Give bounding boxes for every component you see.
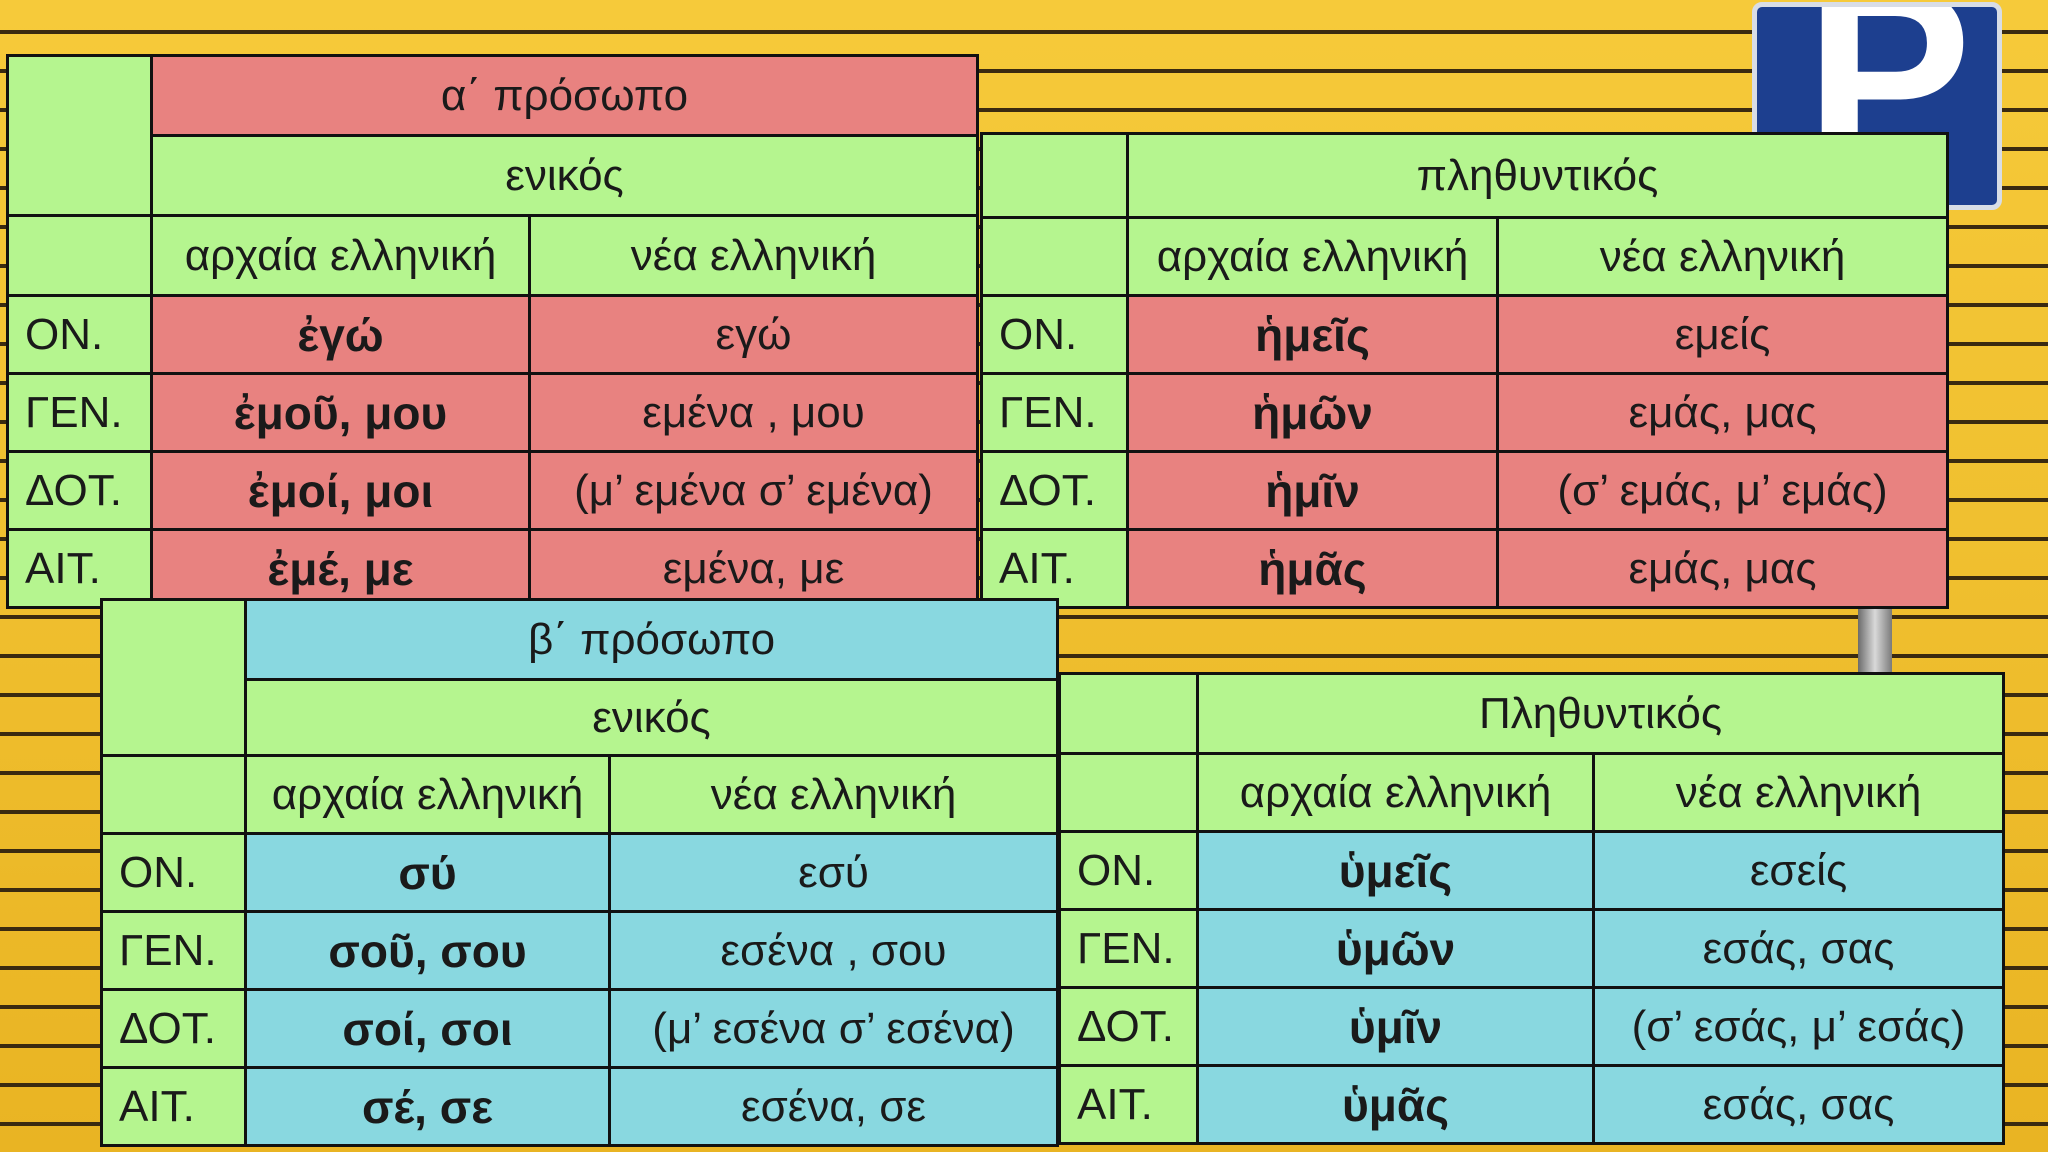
ancient-form: σοῦ, σου [244, 910, 611, 991]
modern-form: εσένα , σου [607, 910, 1060, 991]
case-label: ΔΟΤ. [1058, 986, 1199, 1067]
corner-cell [980, 132, 1129, 219]
case-label: ΔΟΤ. [6, 450, 153, 531]
table-row: ΔΟΤ. ἐμοί, μοι (μ’ εμένα σ’ εμένα) [6, 450, 980, 531]
corner-cell [100, 598, 247, 757]
table-row: ΟΝ. ἡμεῖς εμείς [980, 294, 1949, 375]
number-header-singular: ενικός [149, 134, 980, 217]
case-label: ΓΕΝ. [980, 372, 1129, 453]
corner-cell [1058, 752, 1199, 833]
modern-form: εμάς, μας [1496, 372, 1949, 453]
corner-cell [6, 54, 153, 217]
case-label: ΟΝ. [980, 294, 1129, 375]
case-label: ΟΝ. [1058, 830, 1199, 911]
modern-form: εμένα, με [527, 528, 980, 609]
ancient-form: ὑμᾶς [1196, 1064, 1595, 1145]
case-label: ΑΙΤ. [1058, 1064, 1199, 1145]
modern-form: εσύ [607, 832, 1060, 913]
table-row: ΔΟΤ. ἡμῖν (σ’ εμάς, μ’ εμάς) [980, 450, 1949, 531]
second-person-singular-table: β΄ πρόσωπο ενικός αρχαία ελληνική νέα ελ… [100, 598, 1060, 1147]
case-label: ΟΝ. [100, 832, 247, 913]
modern-form: (σ’ εμάς, μ’ εμάς) [1496, 450, 1949, 531]
col-header-modern: νέα ελληνική [1591, 752, 2006, 833]
table-row: ΑΙΤ. σέ, σε εσένα, σε [100, 1066, 1060, 1147]
table-row: ΔΟΤ. ὑμῖν (σ’ εσάς, μ’ εσάς) [1058, 986, 2006, 1067]
first-person-singular-table: α΄ πρόσωπο ενικός αρχαία ελληνική νέα ελ… [6, 54, 980, 609]
modern-form: (μ’ εσένα σ’ εσένα) [607, 988, 1060, 1069]
sign-pole [1858, 600, 1892, 680]
ancient-form: ὑμῶν [1196, 908, 1595, 989]
case-label: ΑΙΤ. [980, 528, 1129, 609]
table-row: ΓΕΝ. ἐμοῦ, μου εμένα , μου [6, 372, 980, 453]
ancient-form: ἡμεῖς [1126, 294, 1499, 375]
ancient-form: ἐμέ, με [150, 528, 531, 609]
modern-form: (σ’ εσάς, μ’ εσάς) [1591, 986, 2006, 1067]
ancient-form: ἐμοῦ, μου [150, 372, 531, 453]
col-header-modern: νέα ελληνική [607, 754, 1060, 835]
ancient-form: ἡμῶν [1126, 372, 1499, 453]
ancient-form: σοί, σοι [244, 988, 611, 1069]
case-label: ΑΙΤ. [6, 528, 153, 609]
person-title: α΄ πρόσωπο [149, 54, 980, 137]
col-header-modern: νέα ελληνική [1496, 216, 1949, 297]
ancient-form: ὑμεῖς [1196, 830, 1595, 911]
case-label: ΓΕΝ. [1058, 908, 1199, 989]
ancient-form: σύ [244, 832, 611, 913]
modern-form: εσένα, σε [607, 1066, 1060, 1147]
table-row: ΓΕΝ. ὑμῶν εσάς, σας [1058, 908, 2006, 989]
corner-cell [980, 216, 1129, 297]
case-label: ΟΝ. [6, 294, 153, 375]
case-label: ΔΟΤ. [980, 450, 1129, 531]
ancient-form: ἐγώ [150, 294, 531, 375]
table-row: ΟΝ. ὑμεῖς εσείς [1058, 830, 2006, 911]
col-header-modern: νέα ελληνική [527, 214, 980, 297]
modern-form: εμάς, μας [1496, 528, 1949, 609]
modern-form: εμείς [1496, 294, 1949, 375]
corner-cell [100, 754, 247, 835]
ancient-form: ἡμῖν [1126, 450, 1499, 531]
modern-form: εσάς, σας [1591, 908, 2006, 989]
second-person-plural-table: Πληθυντικός αρχαία ελληνική νέα ελληνική… [1058, 672, 2006, 1145]
case-label: ΔΟΤ. [100, 988, 247, 1069]
table-row: ΔΟΤ. σοί, σοι (μ’ εσένα σ’ εσένα) [100, 988, 1060, 1069]
table-row: ΓΕΝ. σοῦ, σου εσένα , σου [100, 910, 1060, 991]
ancient-form: ἐμοί, μοι [150, 450, 531, 531]
table-row: ΟΝ. ἐγώ εγώ [6, 294, 980, 375]
number-header-singular: ενικός [243, 678, 1060, 757]
table-row: ΑΙΤ. ἐμέ, με εμένα, με [6, 528, 980, 609]
case-label: ΓΕΝ. [100, 910, 247, 991]
table-row: ΟΝ. σύ εσύ [100, 832, 1060, 913]
col-header-ancient: αρχαία ελληνική [1196, 752, 1595, 833]
modern-form: (μ’ εμένα σ’ εμένα) [527, 450, 980, 531]
table-row: ΑΙΤ. ἡμᾶς εμάς, μας [980, 528, 1949, 609]
corner-cell [1058, 672, 1199, 755]
col-header-ancient: αρχαία ελληνική [1126, 216, 1499, 297]
number-header-plural: Πληθυντικός [1195, 672, 2006, 755]
corner-cell [6, 214, 153, 297]
ancient-form: ἡμᾶς [1126, 528, 1499, 609]
number-header-plural: πληθυντικός [1126, 132, 1949, 219]
case-label: ΑΙΤ. [100, 1066, 247, 1147]
table-row: ΓΕΝ. ἡμῶν εμάς, μας [980, 372, 1949, 453]
modern-form: εσάς, σας [1591, 1064, 2006, 1145]
modern-form: εμένα , μου [527, 372, 980, 453]
ancient-form: σέ, σε [244, 1066, 611, 1147]
ancient-form: ὑμῖν [1196, 986, 1595, 1067]
person-title: β΄ πρόσωπο [243, 598, 1060, 681]
first-person-plural-table: πληθυντικός αρχαία ελληνική νέα ελληνική… [980, 132, 1949, 609]
table-row: ΑΙΤ. ὑμᾶς εσάς, σας [1058, 1064, 2006, 1145]
col-header-ancient: αρχαία ελληνική [150, 214, 531, 297]
modern-form: εγώ [527, 294, 980, 375]
modern-form: εσείς [1591, 830, 2006, 911]
col-header-ancient: αρχαία ελληνική [244, 754, 611, 835]
case-label: ΓΕΝ. [6, 372, 153, 453]
